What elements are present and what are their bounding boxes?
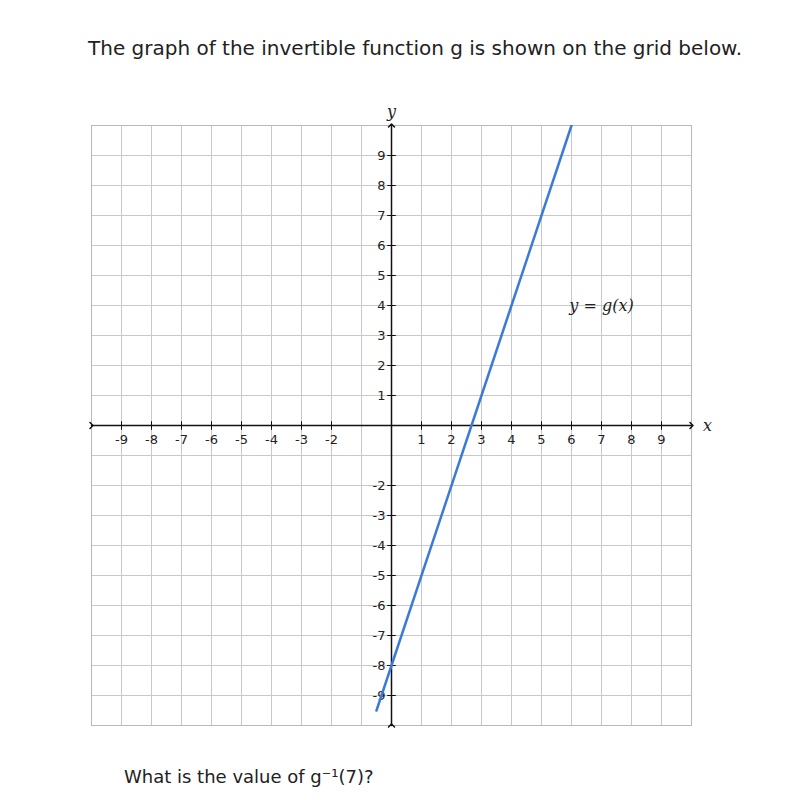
svg-text:-5: -5 bbox=[373, 568, 386, 583]
svg-text:-6: -6 bbox=[373, 598, 386, 613]
svg-text:-9: -9 bbox=[115, 432, 128, 447]
svg-text:-4: -4 bbox=[373, 538, 386, 553]
svg-text:y = g(x): y = g(x) bbox=[568, 296, 633, 315]
svg-text:-2: -2 bbox=[325, 432, 338, 447]
svg-text:8: 8 bbox=[627, 432, 635, 447]
svg-text:-6: -6 bbox=[205, 432, 218, 447]
svg-text:-5: -5 bbox=[235, 432, 248, 447]
svg-text:-7: -7 bbox=[175, 432, 188, 447]
html-text:The graph of the invertible fu: The graph of the invertible function g i… bbox=[88, 36, 742, 60]
svg-text:5: 5 bbox=[537, 432, 545, 447]
svg-text:8: 8 bbox=[377, 178, 385, 193]
svg-text:-4: -4 bbox=[265, 432, 278, 447]
svg-text:5: 5 bbox=[377, 268, 385, 283]
svg-text:9: 9 bbox=[657, 432, 665, 447]
svg-text:1: 1 bbox=[417, 432, 425, 447]
svg-text:-7: -7 bbox=[373, 628, 386, 643]
svg-text:-8: -8 bbox=[145, 432, 158, 447]
svg-text:9: 9 bbox=[377, 148, 385, 163]
svg-text:x: x bbox=[703, 416, 712, 435]
svg-text:3: 3 bbox=[477, 432, 485, 447]
svg-text:y: y bbox=[386, 102, 397, 121]
html-text:What is the value of g⁻¹(7)?: What is the value of g⁻¹(7)? bbox=[124, 766, 374, 787]
svg-text:-9: -9 bbox=[372, 687, 386, 703]
svg-text:4: 4 bbox=[377, 298, 385, 313]
svg-text:-2: -2 bbox=[373, 478, 386, 493]
svg-text:1: 1 bbox=[377, 388, 385, 403]
svg-text:6: 6 bbox=[377, 238, 385, 253]
svg-text:3: 3 bbox=[377, 328, 385, 343]
svg-text:-8: -8 bbox=[373, 658, 386, 673]
svg-text:6: 6 bbox=[567, 432, 575, 447]
svg-text:-3: -3 bbox=[373, 508, 386, 523]
svg-text:7: 7 bbox=[597, 432, 605, 447]
svg-text:4: 4 bbox=[507, 432, 515, 447]
svg-text:2: 2 bbox=[377, 358, 385, 373]
svg-text:7: 7 bbox=[377, 208, 385, 223]
svg-text:2: 2 bbox=[447, 432, 455, 447]
svg-text:-3: -3 bbox=[295, 432, 308, 447]
